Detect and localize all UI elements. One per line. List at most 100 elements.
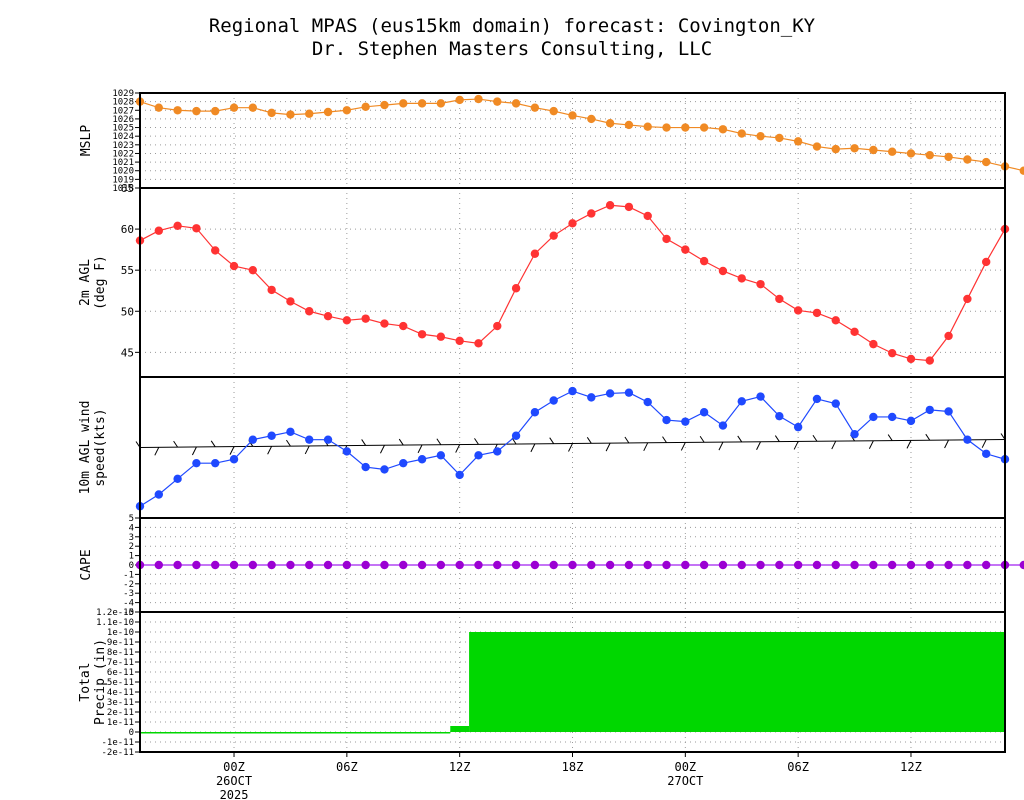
mslp-point — [229, 103, 239, 112]
y-tick-label: 6e-11 — [107, 668, 134, 678]
mslp-point — [681, 123, 690, 132]
cape-point — [436, 560, 446, 570]
temp_2m-point — [399, 321, 408, 331]
temp_2m-point — [192, 224, 201, 233]
y-tick-label: 1.1e-10 — [96, 618, 134, 628]
cape-point — [493, 560, 502, 570]
wind_10m-point — [568, 386, 577, 396]
mslp-point — [850, 144, 859, 153]
temp_2m-point — [963, 294, 972, 304]
wind-barb — [624, 436, 630, 444]
mslp-point — [793, 137, 803, 146]
chart-subtitle: Dr. Stephen Masters Consulting, LLC — [312, 38, 712, 60]
y-tick-label: 50 — [121, 305, 134, 318]
x-tick-date: 27OCT — [667, 774, 703, 788]
mslp-point — [587, 114, 596, 124]
mslp-point — [192, 106, 201, 116]
cape-point — [587, 560, 596, 570]
cape-point — [605, 560, 615, 570]
mslp-point — [417, 99, 427, 108]
y-tick-label: 1.2e-10 — [96, 608, 134, 618]
cape-point — [248, 560, 258, 570]
temp_2m-point — [286, 297, 295, 306]
wind_10m-point — [361, 462, 370, 472]
y-axis-label-2: Precip (in) — [93, 639, 108, 725]
y-tick-label: 1023 — [112, 141, 134, 151]
wind-barb — [549, 437, 555, 444]
y-tick-label: 5 — [129, 514, 134, 524]
cape-point — [887, 560, 897, 570]
wind_10m-point — [248, 435, 258, 444]
wind_10m-point — [511, 431, 521, 440]
y-tick-label: 0 — [129, 728, 134, 738]
cape-point — [793, 560, 803, 570]
x-tick-label: 12Z — [449, 760, 471, 774]
wind-barb — [286, 439, 291, 447]
wind-barb — [643, 442, 649, 452]
x-tick-year: 2025 — [220, 788, 249, 800]
y-tick-label: 8e-11 — [107, 648, 134, 658]
wind-barb — [944, 439, 950, 449]
y-tick-label: 2 — [129, 542, 134, 552]
mslp-point — [399, 99, 408, 108]
mslp-point — [869, 145, 878, 155]
wind-barb — [925, 433, 931, 441]
wind-barb — [210, 440, 216, 448]
chart-title: Regional MPAS (eus15km domain) forecast:… — [209, 15, 816, 37]
wind-barb — [229, 446, 235, 455]
mslp-point — [530, 103, 540, 112]
wind_10m-point — [831, 399, 840, 408]
wind_10m-point — [624, 388, 634, 397]
mslp-point — [605, 119, 615, 128]
temp_2m-point — [906, 354, 916, 364]
y-axis-label: CAPE — [79, 549, 94, 580]
mslp-point — [925, 150, 934, 160]
cape-point — [229, 560, 239, 570]
mslp-point — [511, 99, 521, 108]
temp_2m-point — [831, 316, 840, 325]
cape-point — [775, 560, 784, 570]
cape-point — [944, 560, 953, 570]
wind-barb — [361, 439, 367, 446]
wind_10m-point — [944, 407, 953, 416]
temp_2m-point — [605, 201, 615, 210]
y-tick-label: 1025 — [112, 124, 134, 134]
mslp-point — [718, 125, 728, 134]
wind_10m-point — [530, 408, 540, 417]
cape-point — [718, 560, 728, 570]
x-tick-label: 06Z — [787, 760, 809, 774]
wind_10m-point — [699, 408, 709, 417]
mslp-point — [493, 97, 502, 106]
mslp-point — [756, 131, 765, 141]
temp_2m-point — [267, 285, 276, 295]
y-tick-label: 4 — [129, 523, 134, 533]
wind_10m-point — [493, 447, 502, 456]
x-tick-label: 12Z — [900, 760, 922, 774]
y-tick-label: 1e-11 — [107, 718, 134, 728]
precip-bar — [140, 732, 451, 734]
wind_10m-point — [474, 451, 483, 460]
cape-point — [643, 560, 652, 570]
temp_2m-point — [718, 266, 728, 276]
wind-barb — [906, 440, 912, 449]
cape-point — [568, 560, 577, 570]
precip-bar — [469, 632, 1006, 732]
wind-barb — [173, 440, 179, 448]
temp_2m-point — [643, 211, 652, 221]
wind-barb — [774, 435, 780, 442]
wind_10m-point — [154, 490, 164, 499]
mslp-point — [248, 103, 258, 112]
temp_2m-point — [681, 245, 690, 254]
cape-point — [925, 560, 934, 570]
wind_10m-line — [139, 390, 1006, 507]
temp_2m-point — [793, 306, 803, 315]
plot-area: 1018101910201021102210231024102510261027… — [78, 89, 1024, 800]
temp_2m-point — [173, 221, 182, 230]
wind_10m-point — [399, 458, 408, 468]
wind_10m-point — [192, 458, 201, 468]
temp_2m-point — [737, 274, 746, 283]
wind-barb — [455, 444, 461, 453]
cape-point — [906, 560, 916, 570]
temp_2m-point — [417, 330, 427, 339]
wind_10m-point — [549, 396, 558, 405]
